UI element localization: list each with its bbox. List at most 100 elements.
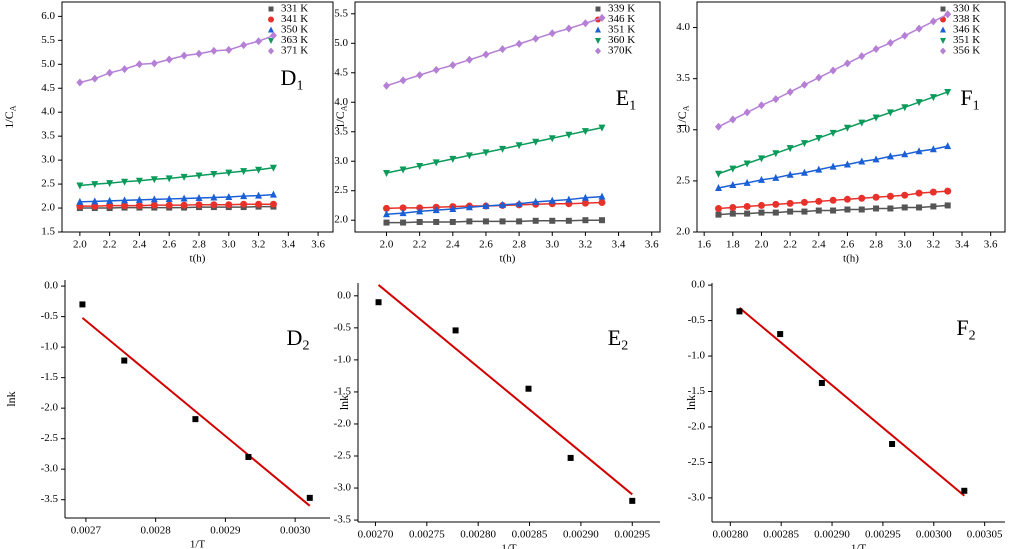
legend-label: 371 K xyxy=(281,45,308,57)
marker xyxy=(565,24,573,33)
marker xyxy=(269,31,277,40)
marker xyxy=(195,193,203,201)
marker xyxy=(180,194,188,202)
marker xyxy=(548,196,556,204)
marker xyxy=(466,218,473,225)
marker xyxy=(532,138,540,146)
marker xyxy=(843,160,851,168)
marker xyxy=(916,204,923,211)
fit-line xyxy=(377,284,633,496)
marker xyxy=(858,206,865,213)
marker xyxy=(915,99,923,107)
y-tick-label: 2.0 xyxy=(676,226,690,238)
marker xyxy=(225,45,233,54)
marker xyxy=(150,176,158,184)
marker xyxy=(736,308,743,315)
marker xyxy=(743,160,751,168)
marker xyxy=(269,200,277,208)
marker xyxy=(135,60,143,69)
x-tick-label: 0.00285 xyxy=(512,529,548,541)
marker xyxy=(399,204,407,212)
legend-marker xyxy=(268,6,274,12)
marker xyxy=(829,196,837,204)
plot-frame xyxy=(696,1,1006,233)
marker xyxy=(582,217,589,224)
y-tick-label: 5.0 xyxy=(41,58,55,70)
y-tick-label: 3.0 xyxy=(41,154,55,166)
x-tick-label: 3.4 xyxy=(955,239,969,251)
marker xyxy=(240,192,248,200)
marker xyxy=(929,145,937,153)
marker xyxy=(269,190,277,198)
marker xyxy=(800,198,808,206)
y-tick-label: 3.5 xyxy=(41,130,55,142)
x-tick-label: 2.6 xyxy=(162,239,176,251)
x-tick-label: 3.6 xyxy=(984,239,998,251)
marker xyxy=(121,196,129,204)
y-tick-label: -2.5 xyxy=(688,456,706,468)
marker xyxy=(195,201,203,209)
y-tick-label: 4.0 xyxy=(334,96,348,108)
fit-line xyxy=(738,307,965,497)
y-tick-label: 4.0 xyxy=(41,106,55,118)
marker xyxy=(598,199,606,207)
y-tick-label: -2.5 xyxy=(41,432,59,444)
marker xyxy=(843,195,851,203)
x-tick-label: 2.6 xyxy=(479,239,493,251)
y-axis-label-main: lnk xyxy=(684,395,698,410)
marker xyxy=(887,205,894,212)
marker xyxy=(565,217,572,224)
legend-marker xyxy=(940,6,946,12)
y-tick-label: -1.5 xyxy=(334,385,352,397)
x-tick-label: 2.0 xyxy=(73,239,87,251)
marker xyxy=(815,197,823,205)
panel-label: F1 xyxy=(960,85,979,114)
legend-label: 346 K xyxy=(953,24,980,36)
panel-label-main: D xyxy=(287,325,303,350)
x-tick-label: 2.4 xyxy=(446,239,460,251)
marker xyxy=(873,205,880,212)
marker xyxy=(106,202,114,210)
x-tick-label: 1.8 xyxy=(726,239,740,251)
y-tick-label: 2.0 xyxy=(334,214,348,226)
x-tick-label: 2.0 xyxy=(380,239,394,251)
y-axis-label: 1/CA xyxy=(675,105,691,128)
marker xyxy=(482,218,489,225)
x-tick-label: 2.8 xyxy=(869,239,883,251)
marker xyxy=(91,197,99,205)
marker xyxy=(777,331,784,338)
legend-label: 330 K xyxy=(953,3,980,15)
legend-marker xyxy=(268,47,274,55)
marker xyxy=(121,357,128,364)
y-tick-label: -3.5 xyxy=(41,493,59,505)
marker xyxy=(79,301,86,308)
marker xyxy=(515,142,523,150)
marker xyxy=(449,218,456,225)
marker xyxy=(150,195,158,203)
marker xyxy=(800,168,808,176)
marker xyxy=(76,197,84,205)
marker xyxy=(729,203,737,211)
series-line xyxy=(386,195,603,216)
marker xyxy=(829,66,837,75)
marker xyxy=(772,173,780,181)
marker xyxy=(210,201,218,209)
x-tick-label: 2.2 xyxy=(783,239,797,251)
marker xyxy=(255,191,263,199)
marker xyxy=(901,150,909,158)
y-tick-label: 2.5 xyxy=(41,178,55,190)
y-axis-label-main: 1/C xyxy=(333,111,347,128)
y-tick-label: 3.5 xyxy=(334,125,348,137)
y-tick-label: 6.0 xyxy=(41,10,55,22)
marker xyxy=(757,101,765,110)
marker xyxy=(801,208,808,215)
marker xyxy=(757,155,765,163)
marker xyxy=(165,55,173,64)
marker xyxy=(815,134,823,142)
legend-label: 370K xyxy=(608,45,633,57)
marker xyxy=(452,327,459,334)
y-tick-label: -0.5 xyxy=(334,321,352,333)
y-tick-label: -3.0 xyxy=(334,482,352,494)
y-axis-label-main: lnk xyxy=(4,391,18,406)
marker xyxy=(743,178,751,186)
